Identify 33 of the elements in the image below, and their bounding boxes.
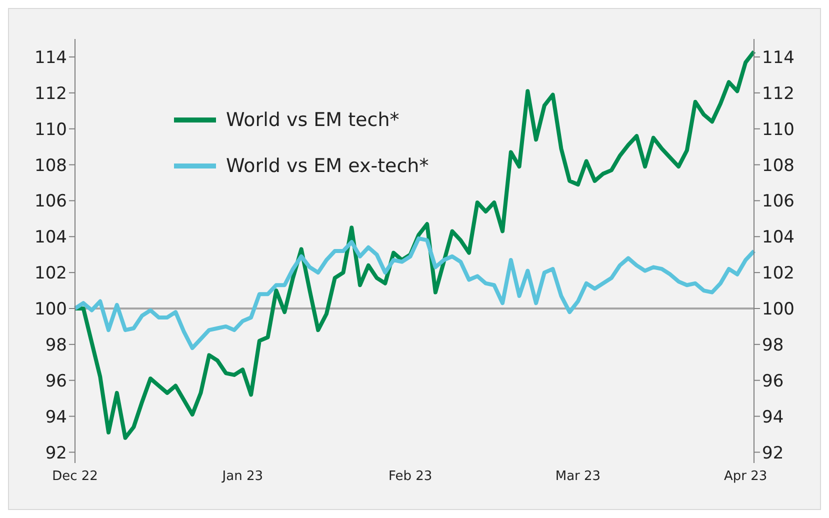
- line-series: [73, 236, 756, 350]
- legend-label: World vs EM ex-tech*: [226, 155, 429, 177]
- y-tick-label: 102: [34, 264, 67, 284]
- y2-tick-label: 92: [762, 443, 784, 464]
- x-tick-label: Feb 23: [388, 469, 432, 484]
- y-tick-label: 106: [34, 192, 67, 212]
- y-tick-label: 92: [45, 443, 67, 464]
- x-tick-label: Dec 22: [52, 469, 98, 484]
- x-tick-label: Apr 23: [724, 469, 768, 484]
- y-tick-label: 108: [34, 156, 67, 176]
- y-tick-label: 94: [45, 407, 67, 428]
- y2-tick-label: 112: [762, 84, 794, 104]
- y-tick-label: 112: [34, 84, 67, 104]
- y-tick-label: 98: [45, 335, 67, 356]
- line-series: [73, 50, 756, 440]
- y2-tick-label: 96: [762, 371, 784, 392]
- y2-tick-label: 94: [762, 407, 784, 428]
- y-tick-label: 114: [34, 48, 67, 68]
- y2-tick-label: 100: [762, 300, 794, 320]
- y2-tick-label: 102: [762, 264, 794, 284]
- x-tick-label: Mar 23: [555, 469, 601, 484]
- y2-tick-label: 106: [762, 192, 794, 212]
- y-tick-label: 104: [34, 228, 67, 248]
- y-tick-label: 96: [45, 371, 67, 392]
- y2-tick-label: 110: [762, 120, 794, 140]
- legend-label: World vs EM tech*: [226, 109, 400, 131]
- x-tick-label: Jan 23: [221, 469, 264, 484]
- y2-tick-label: 114: [762, 48, 794, 68]
- y-tick-label: 110: [34, 120, 67, 140]
- y-tick-label: 100: [34, 300, 67, 320]
- y2-tick-label: 108: [762, 156, 794, 176]
- y2-tick-label: 104: [762, 228, 794, 248]
- y2-tick-label: 98: [762, 335, 784, 356]
